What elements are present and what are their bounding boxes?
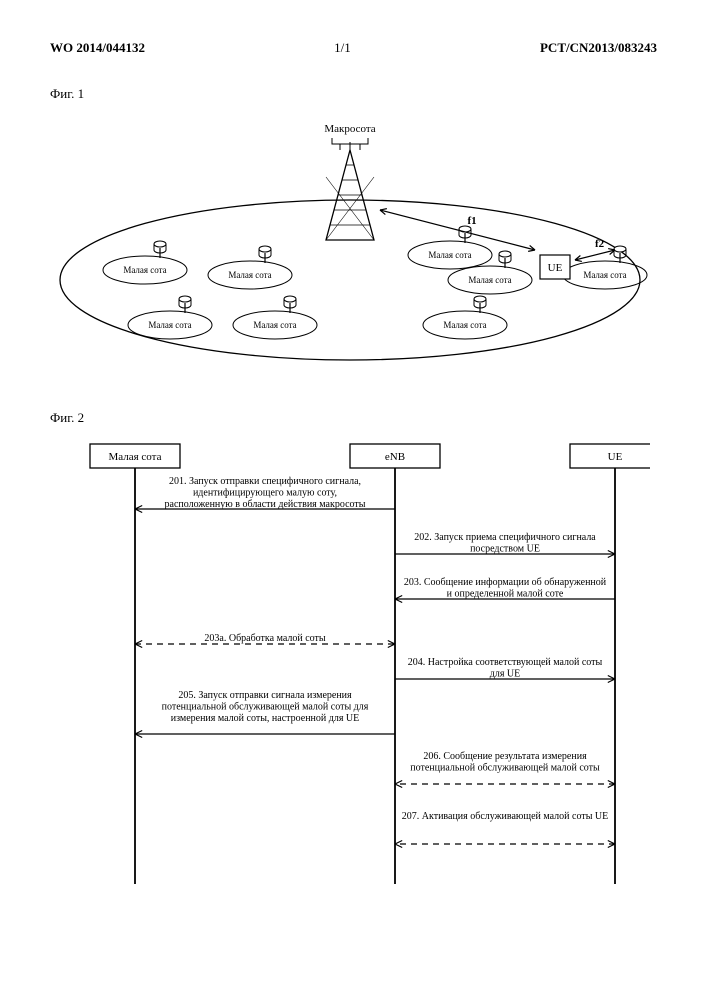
- svg-text:202. Запуск приема специфичног: 202. Запуск приема специфичного сигналап…: [414, 532, 596, 555]
- svg-text:207. Активация обслуживающей м: 207. Активация обслуживающей малой соты …: [402, 811, 609, 822]
- header-left: WO 2014/044132: [50, 40, 145, 56]
- svg-text:Макросота: Макросота: [324, 123, 375, 135]
- fig1-svg: Макросота Малая сота Малая сота Малая сота М…: [50, 110, 650, 370]
- fig2-label: Фиг. 2: [50, 410, 657, 426]
- page-header: WO 2014/044132 1/1 PCT/CN2013/083243: [50, 40, 657, 56]
- svg-text:eNB: eNB: [385, 451, 405, 463]
- figure-2: Малая сота eNB UE 201. Запуск отправки спец…: [50, 434, 650, 894]
- svg-text:Малая сота: Малая сота: [583, 270, 626, 280]
- svg-text:Малая сота: Малая сота: [428, 250, 471, 260]
- svg-text:Малая сота: Малая сота: [443, 320, 486, 330]
- svg-text:201. Запуск отправки специфичн: 201. Запуск отправки специфичного сигнал…: [165, 476, 366, 510]
- svg-text:Малая сота: Малая сота: [228, 270, 271, 280]
- header-center: 1/1: [334, 40, 351, 56]
- fig1-label: Фиг. 1: [50, 86, 657, 102]
- svg-text:206. Сообщение результата изме: 206. Сообщение результата измеренияпотен…: [410, 751, 600, 774]
- svg-text:203a. Обработка малой соты: 203a. Обработка малой соты: [204, 633, 325, 644]
- svg-text:Малая сота: Малая сота: [253, 320, 296, 330]
- svg-text:204. Настройка соответствующей: 204. Настройка соответствующей малой сот…: [408, 657, 603, 680]
- svg-text:UE: UE: [608, 451, 623, 463]
- svg-text:Малая сота: Малая сота: [468, 275, 511, 285]
- figure-1: Макросота Малая сота Малая сота Малая сота М…: [50, 110, 650, 370]
- header-right: PCT/CN2013/083243: [540, 40, 657, 56]
- svg-text:205. Запуск отправки сигнала и: 205. Запуск отправки сигнала измеренияпо…: [162, 690, 369, 724]
- svg-text:Малая сота: Малая сота: [148, 320, 191, 330]
- svg-text:Малая сота: Малая сота: [123, 265, 166, 275]
- svg-text:Малая сота: Малая сота: [108, 451, 161, 463]
- svg-text:f2: f2: [595, 238, 605, 250]
- svg-text:203. Сообщение информации об о: 203. Сообщение информации об обнаруженно…: [404, 577, 607, 600]
- svg-text:f1: f1: [468, 215, 477, 227]
- fig2-svg: Малая сота eNB UE 201. Запуск отправки спец…: [50, 434, 650, 894]
- svg-text:UE: UE: [548, 262, 563, 274]
